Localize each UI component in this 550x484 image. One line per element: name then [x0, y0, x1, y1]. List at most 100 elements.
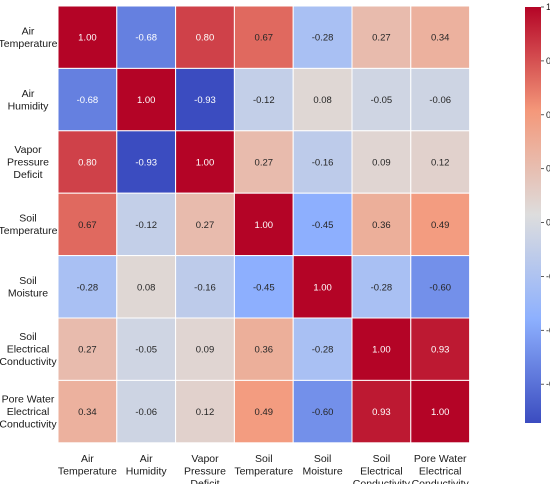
cell-value-label: -0.28	[77, 282, 99, 293]
heatmap-cell	[292, 130, 353, 194]
colorbar-tick-label: -0.50	[546, 325, 550, 335]
cell-value-label: -0.45	[312, 220, 334, 231]
heatmap-cell	[57, 192, 118, 257]
heatmap-cell	[116, 130, 177, 194]
colorbar: 1.00 0.75 0.50 0.25 0.00 -0.25 -0.50 -0.75	[525, 2, 550, 423]
cell-value-label: 0.09	[196, 345, 215, 356]
cell-value-label: 1.00	[431, 407, 450, 418]
heatmap-cell	[116, 317, 177, 381]
colorbar-tick-label: -0.75	[546, 379, 550, 389]
cell-value-label: -0.05	[371, 95, 393, 106]
heatmap-cell	[292, 317, 353, 381]
cell-value-label: 0.27	[196, 220, 215, 231]
colorbar-tick-label: 1.00	[546, 2, 550, 12]
heatmap-cell	[351, 5, 412, 69]
y-tick-label: Soil Temperature	[0, 213, 58, 238]
x-tick-label: Air Humidity	[126, 453, 168, 478]
cell-value-label: 0.34	[431, 33, 450, 44]
y-tick-label: Air Temperature	[0, 25, 58, 50]
heatmap-cell	[292, 379, 353, 444]
y-tick-label: Soil Moisture	[8, 275, 48, 300]
heatmap-cell	[57, 67, 118, 132]
x-tick-label: Vapor Pressure Deficit	[184, 453, 226, 484]
heatmap-cell	[57, 5, 118, 69]
cell-value-label: 1.00	[137, 95, 156, 106]
cell-value-label: 0.27	[78, 345, 97, 356]
heatmap-cell	[175, 5, 235, 69]
cell-value-label: 0.12	[196, 407, 215, 418]
cell-value-label: -0.06	[429, 95, 451, 106]
cell-value-label: -0.45	[253, 282, 275, 293]
heatmap-cell	[233, 192, 294, 257]
heatmap-cell	[351, 130, 412, 194]
cell-value-label: -0.28	[312, 345, 334, 356]
heatmap-cell	[410, 379, 471, 444]
cell-value-label: 0.93	[431, 345, 450, 356]
cell-value-label: 0.80	[196, 33, 215, 44]
x-tick-label: Soil Electrical Conductivity	[353, 453, 411, 484]
cell-value-label: -0.60	[429, 282, 451, 293]
heatmap-cell	[410, 317, 471, 381]
x-tick-label: Soil Moisture	[302, 453, 342, 478]
cell-value-label: 0.34	[78, 407, 97, 418]
cell-value-label: -0.28	[312, 33, 334, 44]
cell-value-label: 0.36	[255, 345, 274, 356]
cell-value-label: 1.00	[372, 345, 391, 356]
cell-value-label: -0.12	[135, 220, 157, 231]
heatmap-cell	[233, 130, 294, 194]
cell-value-label: 0.27	[255, 158, 274, 169]
heatmap-cell	[351, 192, 412, 257]
cell-value-label: 0.27	[372, 33, 391, 44]
cell-value-label: -0.93	[194, 95, 216, 106]
heatmap-cell	[175, 67, 235, 132]
cell-value-label: 0.36	[372, 220, 391, 231]
cell-value-label: -0.68	[135, 33, 157, 44]
cell-value-label: -0.12	[253, 95, 275, 106]
colorbar-gradient	[525, 7, 541, 423]
heatmap-cell	[175, 130, 235, 194]
cell-value-label: 1.00	[313, 282, 332, 293]
cell-value-label: 0.49	[431, 220, 450, 231]
colorbar-tick-label: 0.00	[546, 218, 550, 228]
cell-value-label: -0.60	[312, 407, 334, 418]
cell-value-label: -0.68	[77, 95, 99, 106]
heatmap-cell	[175, 379, 235, 444]
cell-value-label: -0.05	[135, 345, 157, 356]
cell-value-label: -0.16	[312, 158, 334, 169]
cell-value-label: 0.93	[372, 407, 391, 418]
cell-value-label: 0.67	[255, 33, 274, 44]
cell-value-label: -0.93	[135, 158, 157, 169]
y-tick-label: Pore Water Electrical Conductivity	[0, 394, 57, 431]
cell-value-label: -0.28	[371, 282, 393, 293]
heatmap-cell	[175, 255, 235, 319]
cell-value-label: 1.00	[78, 33, 97, 44]
cell-value-label: 0.80	[78, 158, 97, 169]
heatmap-cell	[57, 317, 118, 381]
heatmap-cell	[292, 67, 353, 132]
heatmap-cell	[57, 255, 118, 319]
heatmap-cell	[233, 379, 294, 444]
y-tick-label: Air Humidity	[8, 88, 50, 113]
heatmap-cell	[410, 192, 471, 257]
heatmap-cell	[410, 67, 471, 132]
x-tick-labels: Air Temperature Air Humidity Vapor Pressure De…	[58, 453, 470, 484]
heatmap-cell	[116, 192, 177, 257]
cell-value-label: 0.09	[372, 158, 391, 169]
heatmap-cell	[57, 379, 118, 444]
heatmap-cell	[351, 379, 412, 444]
heatmap-cells: 1.00 -0.68 0.80 0.67 -0.28 0.27 0.34 -0.68 1.00 -…	[57, 5, 471, 444]
heatmap-cell	[116, 5, 177, 69]
cell-value-label: 0.08	[137, 282, 156, 293]
cell-value-label: 0.67	[78, 220, 97, 231]
cell-value-label: 0.08	[313, 95, 332, 106]
cell-value-label: 1.00	[196, 158, 215, 169]
cell-value-label: 0.12	[431, 158, 450, 169]
heatmap-cell	[233, 317, 294, 381]
colorbar-tick-label: 0.75	[546, 56, 550, 66]
x-tick-label: Soil Temperature	[234, 453, 293, 478]
colorbar-tick-label: 0.50	[546, 110, 550, 120]
cell-value-label: 1.00	[255, 220, 274, 231]
y-tick-label: Soil Electrical Conductivity	[0, 331, 57, 368]
heatmap-cell	[410, 130, 471, 194]
